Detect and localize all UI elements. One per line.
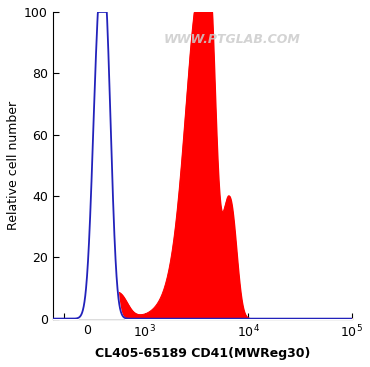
Y-axis label: Relative cell number: Relative cell number	[7, 101, 20, 230]
Text: WWW.PTGLAB.COM: WWW.PTGLAB.COM	[164, 33, 300, 46]
X-axis label: CL405-65189 CD41(MWReg30): CL405-65189 CD41(MWReg30)	[95, 347, 310, 360]
